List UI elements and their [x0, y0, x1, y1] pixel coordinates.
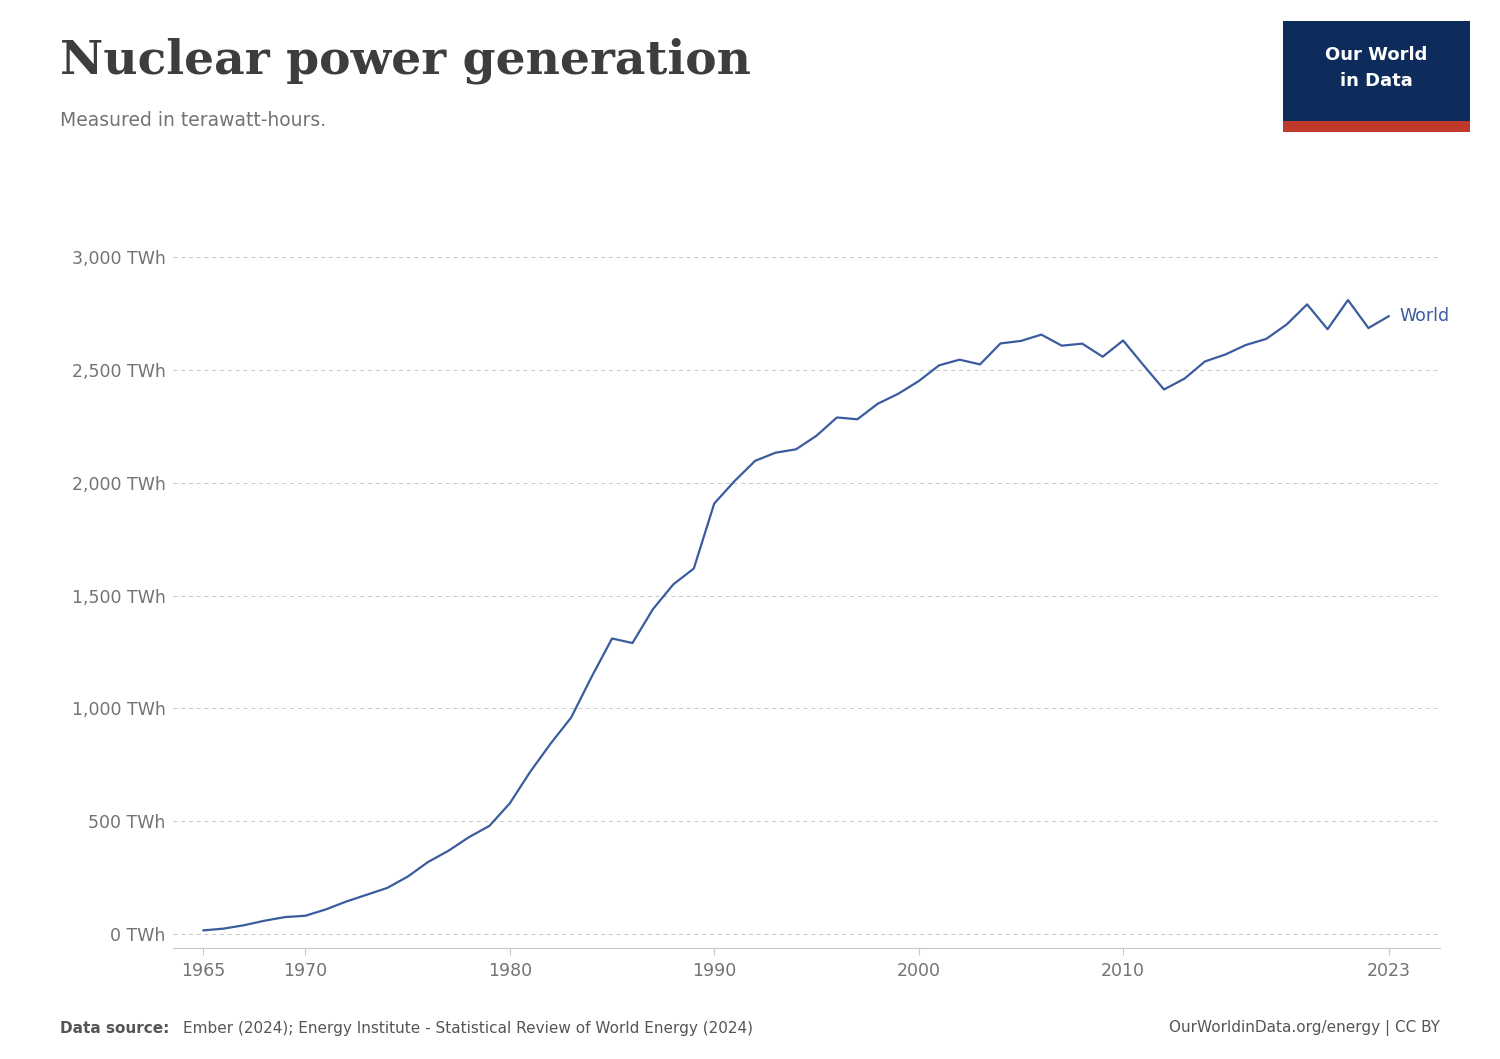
Text: Nuclear power generation: Nuclear power generation	[60, 37, 752, 84]
Text: Ember (2024); Energy Institute - Statistical Review of World Energy (2024): Ember (2024); Energy Institute - Statist…	[183, 1021, 753, 1036]
Text: World: World	[1400, 307, 1449, 325]
Text: in Data: in Data	[1340, 72, 1413, 90]
Text: Our World: Our World	[1324, 46, 1428, 64]
Text: Data source:: Data source:	[60, 1021, 174, 1036]
Text: OurWorldinData.org/energy | CC BY: OurWorldinData.org/energy | CC BY	[1168, 1020, 1440, 1036]
Text: Measured in terawatt-hours.: Measured in terawatt-hours.	[60, 111, 326, 130]
